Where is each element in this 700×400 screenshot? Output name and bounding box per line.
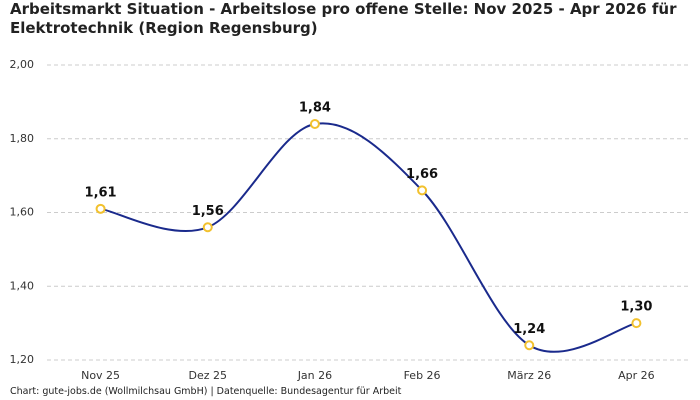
value-label: 1,84 (299, 101, 331, 116)
x-tick-label: Dez 25 (188, 369, 227, 382)
y-tick-label: 1,40 (10, 279, 35, 292)
x-tick-label: Feb 26 (404, 369, 441, 382)
y-tick-label: 1,60 (10, 206, 35, 219)
x-tick-label: Nov 25 (81, 369, 120, 382)
y-tick-label: 2,00 (10, 58, 35, 71)
point (524, 340, 535, 351)
point (631, 318, 642, 329)
value-label: 1,66 (406, 167, 438, 182)
value-label: 1,24 (513, 322, 545, 337)
point (417, 185, 428, 196)
line (100, 122, 637, 353)
point (202, 222, 213, 233)
value-label: 1,56 (192, 204, 224, 219)
value-label: 1,61 (85, 185, 117, 200)
x-tick-label: Jan 26 (297, 369, 332, 382)
x-tick-label: Apr 26 (618, 369, 655, 382)
source-note: Chart: gute-jobs.de (Wollmilchsau GmbH) … (10, 386, 402, 397)
point (309, 119, 320, 129)
y-tick-label: 1,80 (10, 132, 35, 145)
point (95, 203, 106, 214)
value-label: 1,30 (620, 300, 652, 315)
y-tick-label: 1,20 (10, 353, 35, 366)
chart-title: Arbeitsmarkt Situation - Arbeitslose pro… (10, 0, 677, 37)
x-tick-label: März 26 (507, 369, 551, 382)
